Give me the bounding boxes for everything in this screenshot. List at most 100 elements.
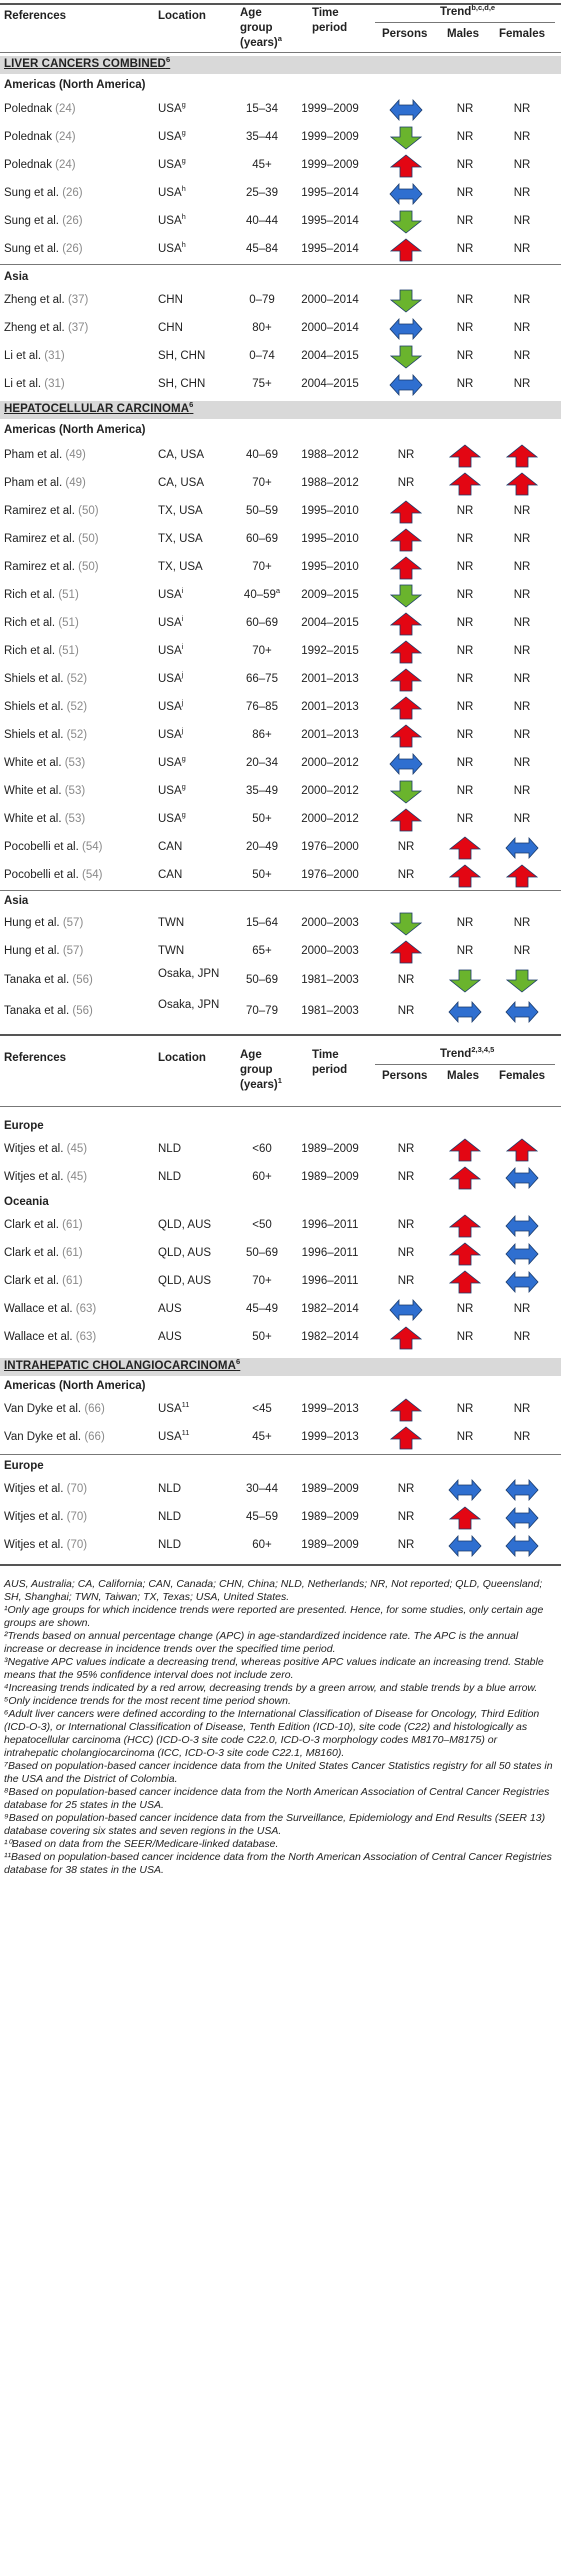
age-text: 40–44 [246,215,278,227]
reference-name: Pham et al. [4,449,66,461]
reference-name: Hung et al. [4,917,63,929]
table-row-reference: Rich et al. (51) [4,645,79,657]
nr-cell: NR [397,1005,415,1017]
location-text: CHN [158,294,183,306]
header-age: Age group (years)1 [240,1048,282,1093]
citation-number[interactable]: (52) [66,701,88,713]
citation-number[interactable]: (45) [66,1143,88,1155]
table-row-age: 60–69 [230,533,294,545]
citation-number[interactable]: (66) [84,1431,105,1443]
location-text: QLD, AUS [158,1275,212,1287]
citation-number[interactable]: (26) [62,215,83,227]
table-row-reference: Tanaka et al. (56) [4,974,93,986]
citation-number[interactable]: (50) [78,561,99,573]
age-text: 50+ [252,869,272,881]
table-row-age: 50+ [230,813,294,825]
header-persons: Persons [382,1070,428,1082]
citation-number[interactable]: (49) [65,477,86,489]
citation-number[interactable]: (63) [75,1331,97,1343]
citation-number[interactable]: (61) [62,1247,83,1259]
citation-number[interactable]: (51) [58,617,79,629]
citation-number[interactable]: (57) [62,945,84,957]
citation-number[interactable]: (37) [67,322,89,334]
reference-name: Clark et al. [4,1219,63,1231]
citation-number[interactable]: (56) [72,974,93,986]
citation-number[interactable]: (24) [55,131,76,143]
nr-cell: NR [513,945,531,957]
citation-number[interactable]: (24) [55,103,76,115]
citation-number[interactable]: (37) [67,294,89,306]
reference-name: Zheng et al. [4,322,68,334]
nr-cell: NR [456,103,474,115]
citation-number[interactable]: (31) [44,350,65,362]
citation-number[interactable]: (66) [84,1403,105,1415]
header-time-line: period [312,1064,348,1076]
region-heading: Oceania [4,1196,49,1208]
citation-number[interactable]: (53) [64,785,86,797]
table-row-age: <60 [230,1143,294,1155]
citation-number[interactable]: (45) [66,1171,88,1183]
citation-number[interactable]: (54) [82,841,103,853]
citation-number[interactable]: (70) [66,1539,88,1551]
stable-arrow-icon [389,182,423,206]
citation-number[interactable]: (51) [58,645,79,657]
table-row-period: 2000–2014 [301,322,359,334]
table-row-location: QLD, AUS [158,1219,224,1232]
table-row-age: 40–44 [230,215,294,227]
table-row-location: TX, USA [158,505,224,518]
table-row-location: NLD [158,1483,224,1496]
table-row-age: 86+ [230,729,294,741]
citation-number[interactable]: (31) [44,378,65,390]
table-row-period: 1982–2014 [301,1331,359,1343]
citation-number[interactable]: (54) [82,869,103,881]
table-row-age: 45–59 [230,1511,294,1523]
table-row-location: NLD [158,1539,224,1552]
reference-name: Tanaka et al. [4,1005,73,1017]
citation-number[interactable]: (53) [64,813,86,825]
table-row-location: Osaka, JPN [158,999,224,1012]
citation-number[interactable]: (52) [66,729,88,741]
citation-number[interactable]: (50) [78,505,99,517]
citation-number[interactable]: (53) [64,757,86,769]
citation-number[interactable]: (50) [78,533,99,545]
nr-cell: NR [456,131,474,143]
citation-number[interactable]: (49) [65,449,86,461]
citation-number[interactable]: (61) [62,1275,83,1287]
citation-number[interactable]: (52) [66,673,88,685]
stable-arrow-icon [389,373,423,397]
citation-number[interactable]: (70) [66,1483,88,1495]
table-row-location: USAh [158,185,224,200]
increase-arrow-icon [505,1138,539,1162]
superscript: h [181,240,186,250]
table-row-location: NLD [158,1171,224,1184]
citation-number[interactable]: (57) [62,917,84,929]
table-row-age: 30–44 [230,1483,294,1495]
citation-number[interactable]: (26) [62,187,83,199]
increase-arrow-icon [505,472,539,496]
reference-name: White et al. [4,785,65,797]
decrease-arrow-icon [389,126,423,150]
nr-cell: NR [456,785,474,797]
nr-cell: NR [513,533,531,545]
reference-name: Rich et al. [4,589,59,601]
location-text: USA [158,701,182,713]
superscript: a [277,34,282,44]
increase-arrow-icon [389,612,423,636]
citation-number[interactable]: (26) [62,243,83,255]
citation-number[interactable]: (24) [55,159,76,171]
table-row-location: USA11 [158,1401,224,1416]
superscript: j [181,670,184,680]
citation-number[interactable]: (63) [75,1303,97,1315]
table-row-location: TX, USA [158,561,224,574]
table-row-reference: Pocobelli et al. (54) [4,841,102,853]
reference-name: Witjes et al. [4,1539,67,1551]
citation-number[interactable]: (61) [62,1219,83,1231]
table-footnotes: AUS, Australia; CA, California; CAN, Can… [4,1578,554,1877]
citation-number[interactable]: (51) [58,589,79,601]
citation-number[interactable]: (70) [66,1511,88,1523]
table-row-reference: Rich et al. (51) [4,589,79,601]
trend-rule [375,22,555,23]
reference-name: Polednak [4,131,56,143]
superscript: 6 [236,1357,241,1367]
citation-number[interactable]: (56) [72,1005,93,1017]
